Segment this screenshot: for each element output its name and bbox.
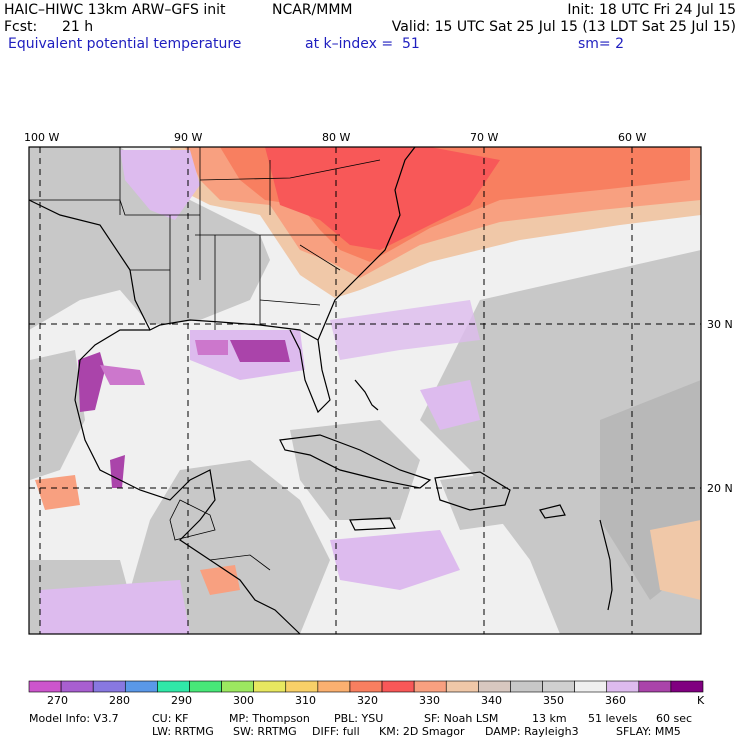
colorbar-swatch	[542, 680, 575, 693]
colorbar-swatch	[317, 680, 351, 693]
valid-time: Valid: 15 UTC Sat 25 Jul 15 (13 LDT Sat …	[391, 19, 736, 35]
surface-scheme: SF: Noah LSM	[424, 712, 499, 725]
colorbar-swatch	[670, 680, 704, 693]
colorbar-swatch	[574, 680, 608, 693]
colorbar-swatch	[60, 680, 94, 693]
colorbar-swatch	[92, 680, 126, 693]
colorbar-tick: 300	[233, 694, 254, 707]
lon-label-90w: 90 W	[174, 131, 203, 144]
colorbar-tick: 320	[357, 694, 378, 707]
cumulus-scheme: CU: KF	[152, 712, 189, 725]
colorbar-swatch	[445, 680, 479, 693]
colorbar-swatch	[221, 680, 254, 693]
field-name: Equivalent potential temperature	[8, 36, 242, 52]
init-time: Init: 18 UTC Fri 24 Jul 15	[567, 2, 736, 18]
lat-label-20n: 20 N	[707, 482, 733, 495]
damping-option: DAMP: Rayleigh3	[485, 725, 579, 738]
longwave-scheme: LW: RRTMG	[152, 725, 214, 738]
colorbar-unit: K	[697, 694, 705, 707]
lon-label-100w: 100 W	[24, 131, 60, 144]
model-version: Model Info: V3.7	[29, 712, 119, 725]
colorbar-swatch	[638, 680, 672, 693]
lon-label-80w: 80 W	[322, 131, 351, 144]
level-label: at k–index = 51	[305, 36, 420, 52]
colorbar-swatch	[189, 680, 222, 693]
graticule	[29, 147, 701, 634]
warm-theta-e-region	[170, 147, 701, 298]
colorbar-tick: 360	[605, 694, 626, 707]
surface-layer-option: SFLAY: MM5	[616, 725, 681, 738]
shortwave-scheme: SW: RRTMG	[233, 725, 297, 738]
colorbar-tick: 270	[47, 694, 68, 707]
colorbar-swatch	[478, 680, 511, 693]
political-borders	[29, 147, 381, 571]
time-step: 60 sec	[656, 712, 693, 725]
colorbar-swatch	[381, 680, 415, 693]
colorbar-tick: 340	[481, 694, 502, 707]
km-option: KM: 2D Smagor	[379, 725, 465, 738]
lon-label-60w: 60 W	[618, 131, 647, 144]
colorbar-swatch	[285, 680, 319, 693]
lon-label-70w: 70 W	[470, 131, 499, 144]
colorbar	[28, 680, 704, 693]
pbl-scheme: PBL: YSU	[334, 712, 384, 725]
model-title: HAIC–HIWC 13km ARW–GFS init	[4, 2, 226, 18]
colorbar-tick: 310	[295, 694, 316, 707]
diffusion-option: DIFF: full	[312, 725, 360, 738]
smoothing-label: sm= 2	[578, 36, 625, 52]
organization-label: NCAR/MMM	[272, 2, 353, 18]
colorbar-swatch	[413, 680, 447, 693]
colorbar-tick: 330	[419, 694, 440, 707]
colorbar-tick: 350	[543, 694, 564, 707]
peach-patches	[35, 475, 701, 600]
forecast-hour: 21 h	[62, 19, 94, 35]
grid-spacing: 13 km	[532, 712, 567, 725]
colorbar-swatch	[28, 680, 62, 693]
colorbar-swatch	[606, 680, 640, 693]
microphysics-scheme: MP: Thompson	[229, 712, 310, 725]
colorbar-swatch	[157, 680, 190, 693]
map-frame	[28, 146, 702, 635]
colorbar-tick: 280	[109, 694, 130, 707]
lat-label-30n: 30 N	[707, 318, 733, 331]
colorbar-tick: 290	[171, 694, 192, 707]
colorbar-swatch	[253, 680, 287, 693]
colorbar-swatch	[124, 680, 158, 693]
vertical-levels: 51 levels	[588, 712, 638, 725]
colorbar-swatch	[349, 680, 383, 693]
colorbar-swatch	[510, 680, 543, 693]
moist-theta-e-areas	[40, 150, 480, 634]
forecast-label: Fcst:	[4, 19, 38, 35]
